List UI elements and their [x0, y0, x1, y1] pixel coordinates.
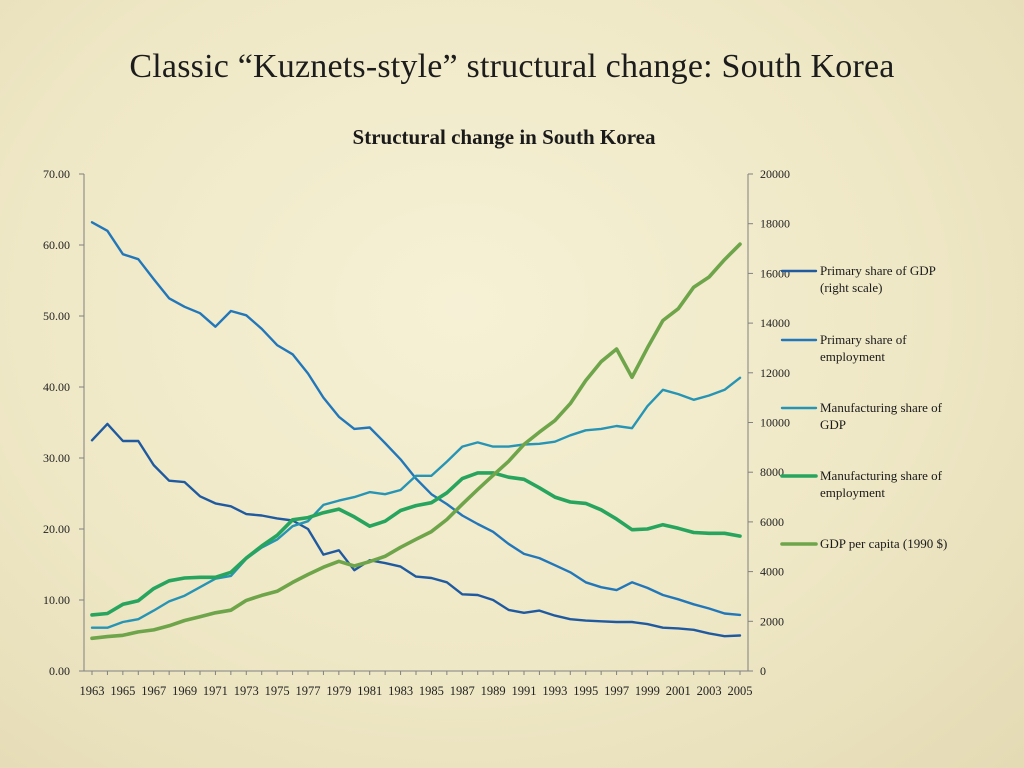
x-tick-label: 1987 [450, 684, 475, 698]
legend-label: Primary share of employment [820, 332, 907, 364]
x-tick-label: 2003 [697, 684, 722, 698]
chart-axes: 0.00 10.00 20.00 30.00 40.00 50.00 60.00 70.00 0… [43, 167, 790, 698]
series-line [90, 221, 742, 617]
series-line [90, 471, 742, 617]
left-tick-label: 60.00 [43, 238, 70, 252]
x-tick-label: 1977 [296, 684, 321, 698]
right-tick-label: 2000 [760, 614, 784, 628]
right-tick-label: 0 [760, 664, 766, 678]
right-tick-label: 8000 [760, 465, 784, 479]
right-tick-label: 4000 [760, 565, 784, 579]
legend-label: Manufacturing share of employment [820, 468, 943, 500]
x-tick-label: 1999 [635, 684, 660, 698]
legend-label: Manufacturing share of GDP [820, 400, 943, 432]
x-tick-label: 1985 [419, 684, 444, 698]
slide-title: Classic “Kuznets-style” structural chang… [129, 48, 895, 85]
chart-legend: Primary share of GDP (right scale) Primary… [780, 263, 947, 551]
x-tick-label: 2005 [728, 684, 753, 698]
x-tick-label: 1981 [357, 684, 382, 698]
x-tick-label: 1963 [80, 684, 105, 698]
x-tick-label: 1973 [234, 684, 259, 698]
right-tick-label: 18000 [760, 217, 790, 231]
x-tick-label: 1989 [481, 684, 506, 698]
x-tick-label: 1983 [388, 684, 413, 698]
right-tick-label: 20000 [760, 167, 790, 181]
legend-label: GDP per capita (1990 $) [820, 536, 947, 551]
x-tick-label: 1979 [326, 684, 351, 698]
series-line [90, 376, 742, 629]
right-tick-label: 14000 [760, 316, 790, 330]
left-tick-label: 70.00 [43, 167, 70, 181]
left-tick-label: 50.00 [43, 309, 70, 323]
left-tick-label: 20.00 [43, 522, 70, 536]
right-tick-label: 10000 [760, 416, 790, 430]
x-tick-label: 2001 [666, 684, 691, 698]
x-tick-label: 1993 [542, 684, 567, 698]
series-line [90, 242, 742, 641]
left-tick-label: 0.00 [49, 664, 70, 678]
legend-label: Primary share of GDP (right scale) [820, 263, 936, 295]
right-tick-label: 6000 [760, 515, 784, 529]
x-tick-label: 1997 [604, 684, 629, 698]
right-tick-label: 12000 [760, 366, 790, 380]
right-tick-label: 16000 [760, 266, 790, 280]
left-tick-label: 30.00 [43, 451, 70, 465]
x-tick-label: 1965 [110, 684, 135, 698]
chart-title: Structural change in South Korea [353, 125, 656, 149]
x-tick-label: 1967 [141, 684, 166, 698]
x-tick-label: 1991 [512, 684, 537, 698]
left-tick-label: 10.00 [43, 593, 70, 607]
chart-series [90, 221, 742, 641]
x-tick-label: 1995 [573, 684, 598, 698]
x-tick-label: 1969 [172, 684, 197, 698]
x-tick-label: 1971 [203, 684, 228, 698]
left-tick-label: 40.00 [43, 380, 70, 394]
series-line [90, 422, 742, 638]
x-tick-label: 1975 [265, 684, 290, 698]
